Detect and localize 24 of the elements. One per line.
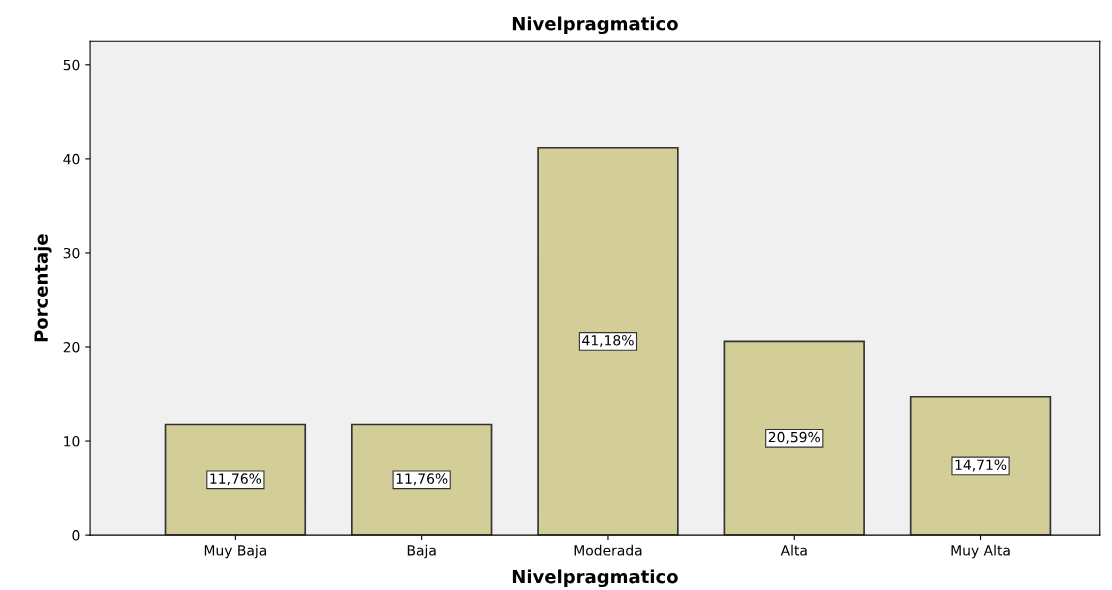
bar [164, 423, 307, 536]
x-tick-label: Moderada [574, 544, 642, 556]
bar [909, 395, 1052, 536]
x-tick-label: Alta [780, 544, 807, 556]
y-tick-label: 50 [63, 59, 80, 71]
data-label: 41,18% [582, 334, 634, 347]
data-label: 20,59% [768, 431, 820, 444]
bar [537, 146, 679, 536]
data-label: 11,76% [210, 473, 262, 486]
y-axis-title: Porcentaje [33, 234, 52, 342]
y-tick-label: 40 [63, 153, 80, 165]
y-tick-label: 10 [64, 436, 80, 447]
x-axis-title: Nivelpragmatico [512, 569, 678, 588]
y-tick-label: 20 [63, 341, 80, 353]
x-tick-label: Baja [407, 544, 436, 559]
bar [723, 340, 865, 536]
y-tick-label: 0 [72, 530, 80, 541]
data-label: 11,76% [396, 473, 448, 486]
x-tick-label: Muy Baja [204, 544, 267, 559]
chart-title: Nivelpragmatico [512, 16, 678, 35]
data-label: 14,71% [955, 459, 1007, 472]
y-tick-label: 30 [63, 247, 80, 259]
x-tick-label: Muy Alta [951, 544, 1010, 559]
bar [350, 423, 493, 536]
